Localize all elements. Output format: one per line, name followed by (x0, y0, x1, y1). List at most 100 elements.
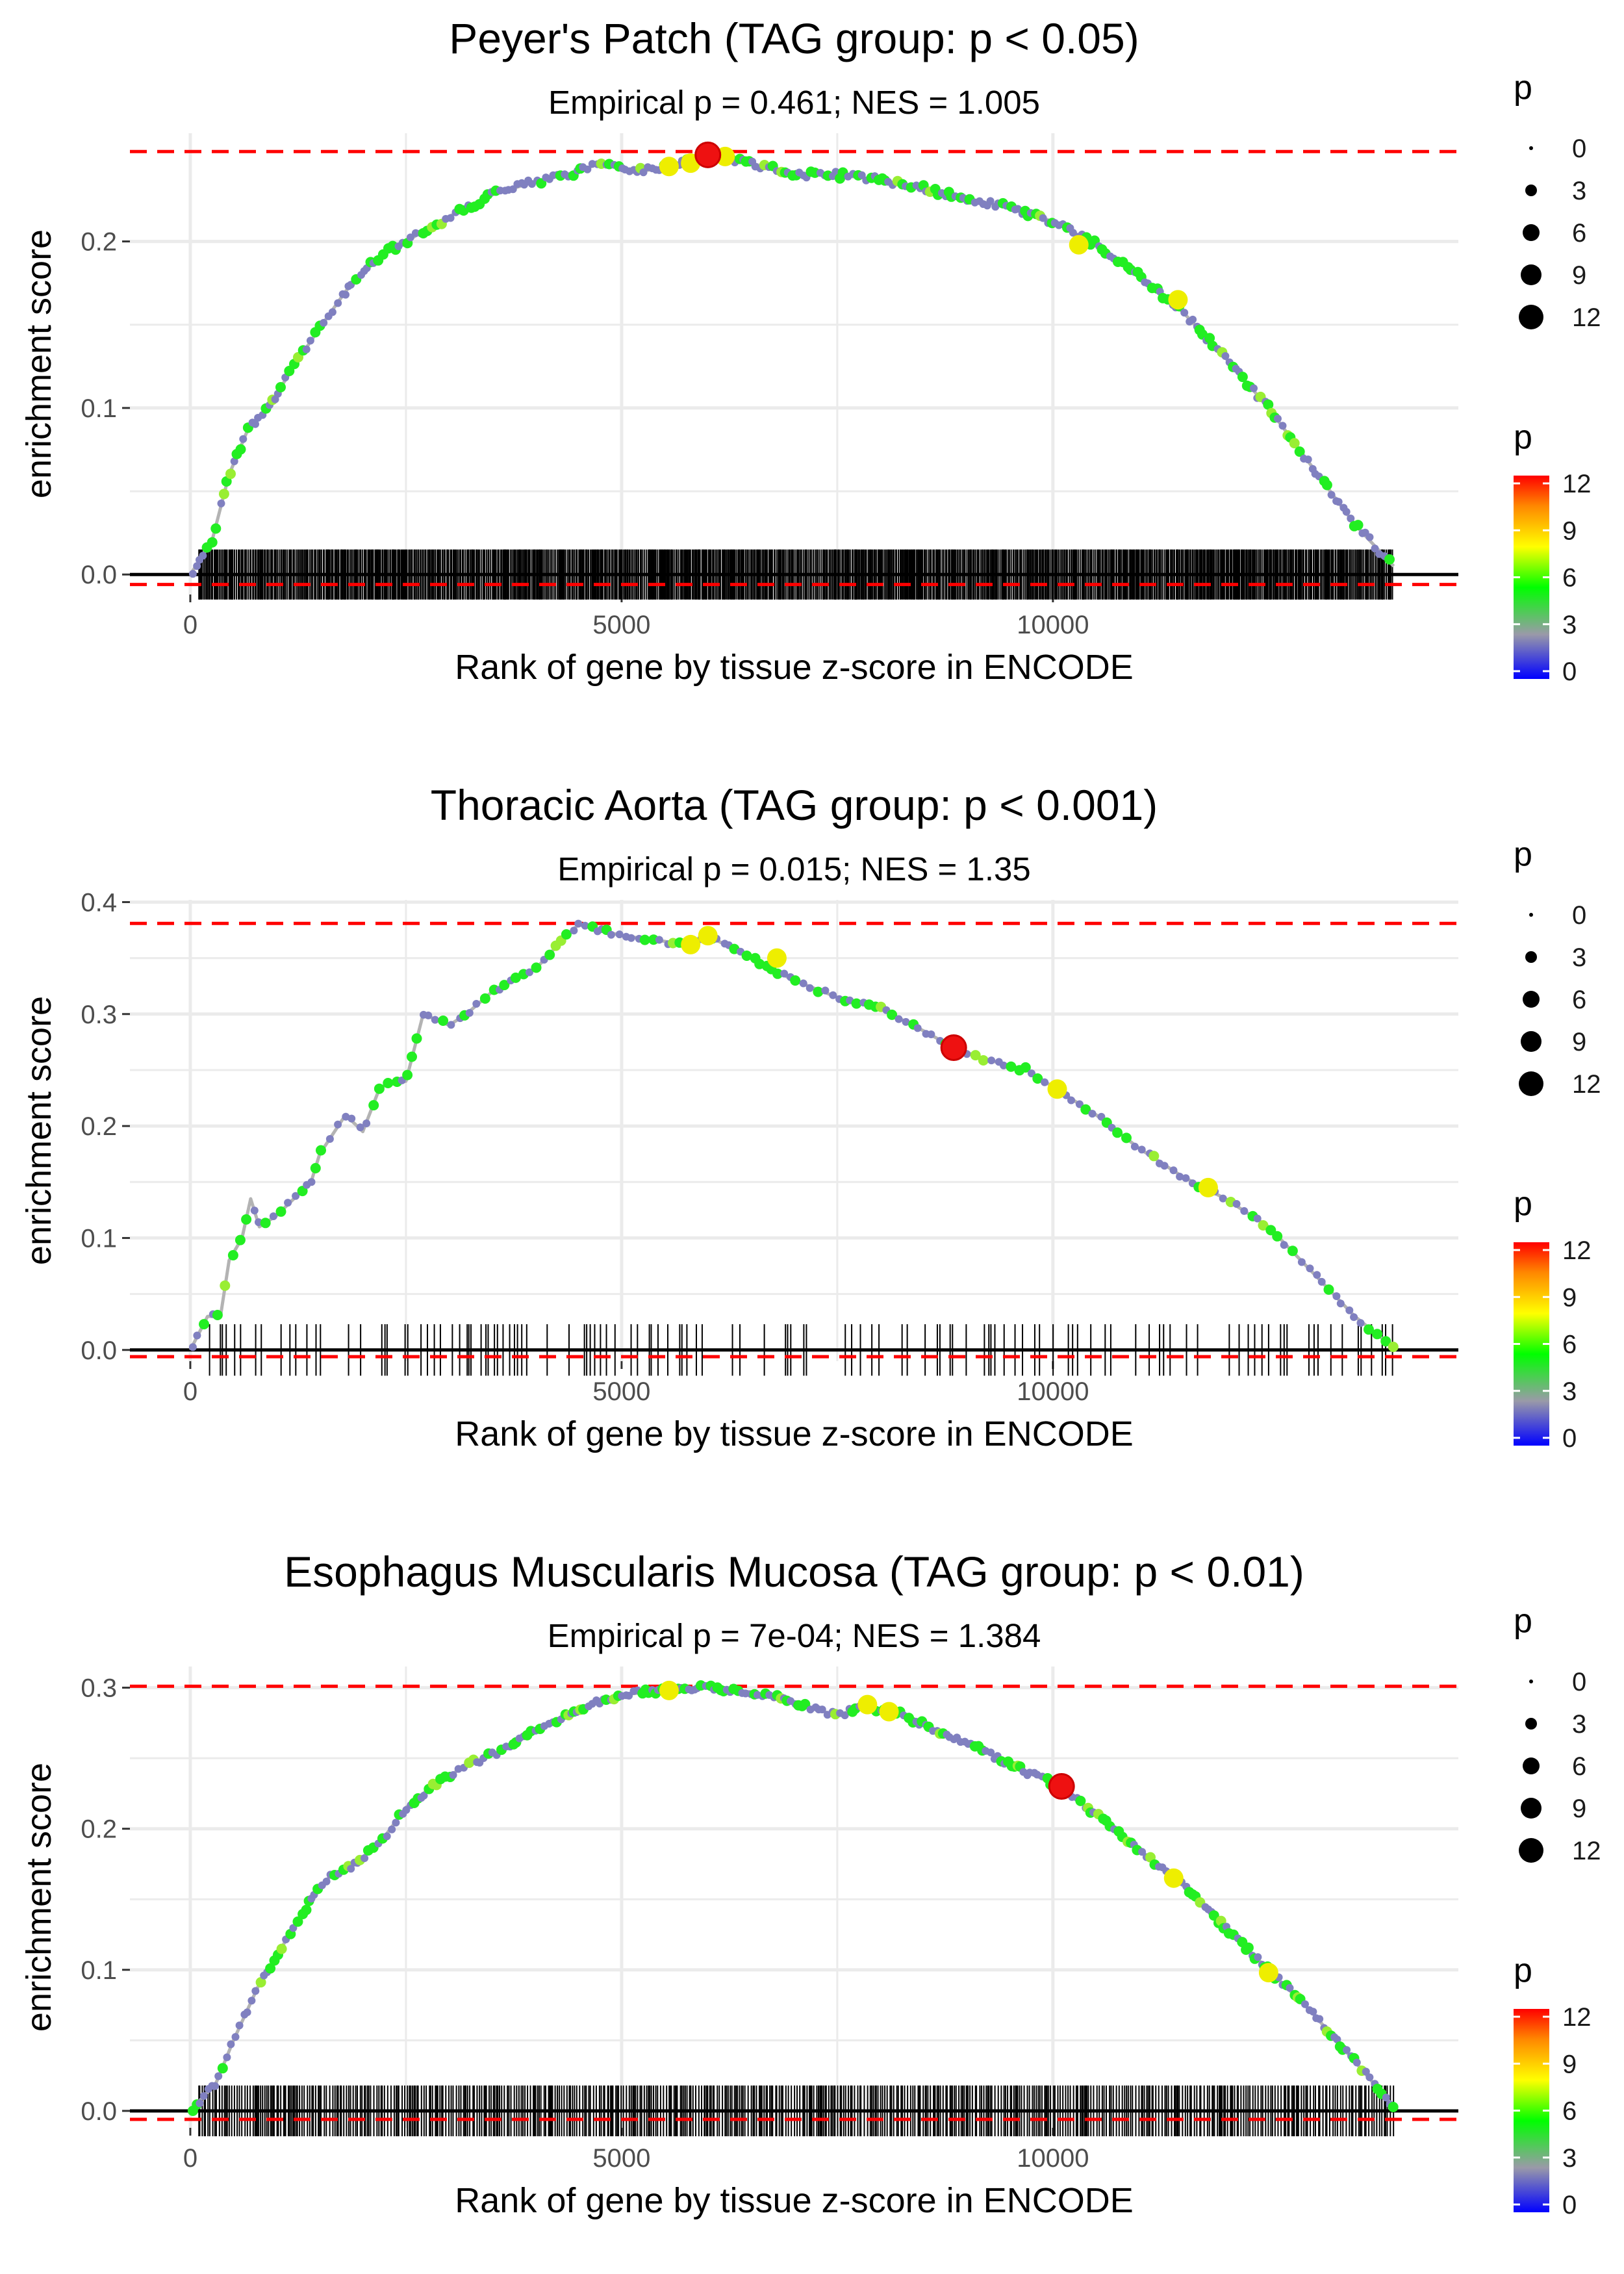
curve-point (1069, 229, 1077, 237)
legend-size-label: 3 (1572, 177, 1586, 205)
curve-point (841, 1711, 849, 1720)
x-axis-title: Rank of gene by tissue z-score in ENCODE (455, 648, 1133, 687)
curve-point (362, 1119, 371, 1127)
curve-point (1258, 1220, 1269, 1231)
curve-point (1253, 1214, 1262, 1223)
curve-point-high (659, 157, 679, 177)
curve-point (383, 1832, 391, 1841)
y-tick-label: 0.1 (81, 1224, 117, 1253)
curve-point (772, 968, 783, 979)
y-tick-label: 0.2 (81, 1815, 117, 1844)
curve-point (894, 1015, 903, 1023)
curve-point (655, 936, 663, 944)
curve-point (1372, 1329, 1383, 1340)
curve-point (1380, 1336, 1391, 1347)
y-axis-title: enrichment score (19, 1763, 58, 2032)
curve-point (217, 499, 225, 507)
curve-point (1041, 1078, 1049, 1086)
grid (130, 1667, 1458, 2128)
legend-colorbar-label: 6 (1562, 1331, 1577, 1359)
x-tick-label: 10000 (1017, 1377, 1089, 1406)
curve-point-high (1258, 1963, 1278, 1983)
curve-point (292, 1192, 300, 1200)
curve-point (780, 969, 789, 978)
curve-point (188, 1343, 197, 1351)
curve-point (275, 382, 286, 392)
curve-point (1130, 1142, 1139, 1151)
chart-title: Esophagus Muscularis Mucosa (TAG group: … (284, 1548, 1304, 1596)
curve-point (301, 1904, 312, 1915)
curve-point (1352, 520, 1364, 531)
curve-point (1006, 1061, 1017, 1072)
legend-size-dot (1521, 264, 1542, 285)
legend-color-title: p (1514, 1185, 1532, 1223)
curve-point (1342, 507, 1351, 516)
curve-point (615, 930, 624, 939)
curve-point (348, 1114, 356, 1123)
legend-size-label: 9 (1572, 261, 1586, 290)
curve-point-high (1163, 1868, 1184, 1888)
legend-colorbar-label: 0 (1562, 1424, 1577, 1453)
curve-point (292, 1916, 303, 1927)
curve-point (392, 1819, 400, 1827)
curve-point (583, 165, 592, 173)
curve-point (510, 972, 521, 983)
legend-color-title: p (1514, 1952, 1532, 1989)
curve-point (607, 930, 615, 939)
curve-point (821, 986, 830, 995)
curve-point (210, 523, 222, 534)
curve-point (1286, 1984, 1294, 1992)
curve-point (320, 318, 328, 327)
max-point (1048, 1773, 1075, 1800)
curve-point (1020, 1062, 1031, 1073)
x-tick-label: 0 (183, 611, 197, 639)
curve-point (325, 1135, 334, 1143)
curve-point (479, 993, 490, 1004)
curve-point (431, 1016, 439, 1024)
curve-point (1321, 479, 1332, 491)
curve-point (411, 1033, 422, 1044)
curve-point (1365, 2073, 1374, 2082)
y-tick-label: 0.2 (81, 228, 117, 257)
curve-point (465, 1009, 474, 1017)
x-tick-label: 10000 (1017, 611, 1089, 639)
curve-point (1148, 1151, 1160, 1162)
curve-point (212, 1310, 223, 1320)
legend-size-label: 6 (1572, 1752, 1586, 1781)
curve-point (1365, 533, 1374, 541)
curve-point (1306, 1264, 1314, 1273)
curve-point (1039, 214, 1047, 222)
curve-point (447, 1021, 455, 1029)
curve-point (1112, 1127, 1123, 1138)
curve-point (199, 2092, 208, 2100)
curve-point (1169, 1166, 1178, 1175)
legend-size-label: 9 (1572, 1028, 1586, 1056)
curve-point (1332, 1292, 1341, 1300)
legend-size-label: 12 (1572, 303, 1601, 332)
curve-point (913, 1024, 922, 1032)
curve-point (247, 1997, 256, 2005)
curve-point (1362, 2067, 1370, 2076)
curve-point (1382, 2093, 1390, 2102)
curve-point (383, 1078, 394, 1088)
curve-point-high (857, 1694, 878, 1715)
legend-size-dot (1523, 1757, 1540, 1774)
chart-panel-3: Esophagus Muscularis Mucosa (TAG group: … (19, 1548, 1601, 2220)
legend-size-dot (1523, 224, 1540, 241)
curve-point (356, 1123, 364, 1132)
curve-point (986, 197, 995, 205)
curve-point-high (1069, 235, 1089, 255)
curve-point (1254, 1953, 1262, 1961)
curve-point (1384, 554, 1395, 565)
enrichment-curve (188, 153, 1395, 576)
curve-point (799, 979, 807, 988)
curve-point (1272, 1231, 1283, 1242)
curve-point (741, 951, 752, 961)
legend: p 0 3 6 9 12 p 12 9 6 3 0 (1514, 1602, 1601, 2219)
curve-point (302, 345, 311, 353)
legend: p 0 3 6 9 12 p 12 9 6 3 0 (1514, 69, 1601, 686)
curve-point (260, 1218, 271, 1229)
legend-size-label: 6 (1572, 219, 1586, 248)
curve-point (902, 1017, 910, 1026)
curve-point (1334, 498, 1343, 506)
